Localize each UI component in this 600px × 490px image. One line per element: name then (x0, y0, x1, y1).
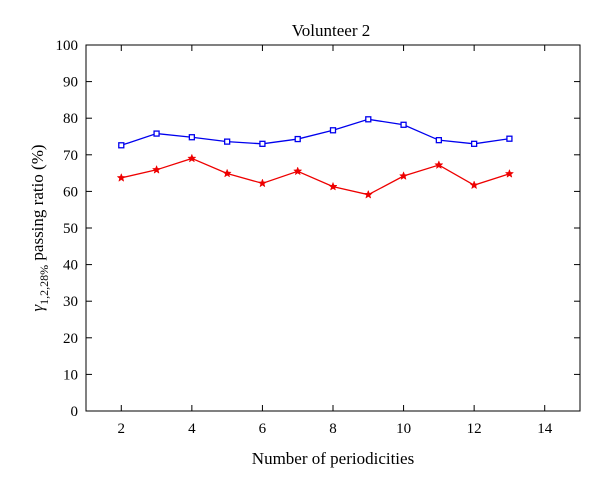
series-1-point (435, 137, 443, 144)
series-2-point (116, 172, 126, 182)
y-tick-label: 10 (63, 367, 78, 383)
y-tick-label: 50 (63, 221, 78, 237)
y-axis-title-text: passing ratio (%) (28, 144, 47, 264)
series-2-point (363, 189, 373, 199)
series-2-point (469, 180, 479, 190)
series-2-point (504, 168, 515, 178)
series-line-1 (121, 118, 510, 146)
x-tick-label: 2 (118, 421, 126, 437)
series-2-point (293, 166, 303, 176)
series-1-point (365, 116, 372, 123)
y-tick-label: 90 (63, 75, 78, 91)
y-tick-label: 40 (63, 258, 78, 274)
series-2-point (328, 181, 338, 191)
series-layer (116, 116, 515, 199)
series-line-2 (121, 157, 510, 196)
x-tick-label: 14 (537, 421, 553, 437)
chart-title: Volunteer 2 (292, 21, 371, 40)
x-tick-label: 8 (329, 421, 337, 437)
y-tick-label: 80 (63, 111, 78, 127)
y-tick-label: 70 (63, 148, 78, 164)
y-axis: 0 10 20 30 40 50 60 70 80 90 100 (56, 38, 580, 420)
series-2-point (434, 160, 444, 170)
series-1-point (329, 127, 337, 134)
series-2-point (222, 168, 232, 178)
y-tick-label: 30 (63, 294, 78, 310)
y-axis-title-subscript: 1,2,28% (37, 265, 51, 305)
y-tick-label: 0 (71, 404, 79, 420)
series-1-point (294, 135, 301, 143)
plot-frame (85, 44, 581, 412)
y-tick-label: 60 (63, 184, 78, 200)
series-1-point (153, 130, 160, 137)
y-tick-label: 100 (56, 38, 79, 54)
x-tick-label: 4 (188, 421, 196, 437)
series-1-point (506, 135, 513, 142)
series-2-point (187, 153, 197, 163)
series-2-point (398, 171, 409, 180)
y-axis-title: γ1,2,28% passing ratio (%) (28, 144, 51, 311)
y-axis-title-symbol: γ (28, 304, 47, 312)
series-1-point (259, 140, 266, 147)
series-1-point (118, 142, 125, 149)
series-1-point (470, 140, 478, 147)
series-1-point (223, 138, 231, 145)
x-axis-title: Number of periodicities (252, 449, 414, 468)
x-axis: 2 4 6 8 10 12 14 (118, 45, 553, 437)
series-1-point (400, 121, 407, 128)
series-1-point (188, 134, 196, 141)
series-2-point (257, 178, 268, 188)
x-tick-label: 6 (259, 421, 267, 437)
y-tick-label: 20 (63, 331, 78, 347)
series-2-point (151, 164, 162, 174)
x-tick-label: 10 (396, 421, 411, 437)
x-tick-label: 12 (467, 421, 482, 437)
